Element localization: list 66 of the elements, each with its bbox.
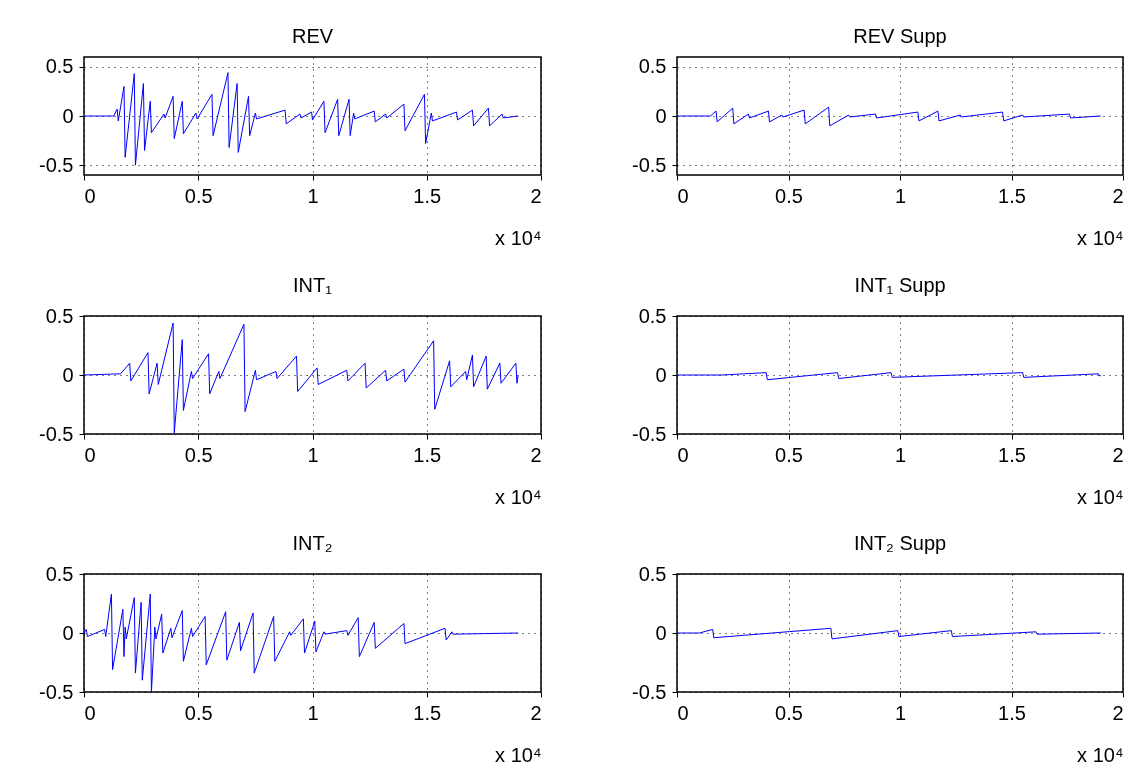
x-tick-label: 0: [677, 443, 689, 466]
chart-title: INT₂: [292, 532, 333, 554]
x-tick-label: 2: [1112, 701, 1124, 724]
x-axis-title: x 10⁴: [1077, 226, 1124, 249]
y-tick-label: 0.5: [638, 304, 667, 327]
chart-title: INT₁ Supp: [854, 274, 946, 296]
x-tick-label: 0.5: [775, 184, 803, 207]
x-axis-title: x 10⁴: [495, 743, 542, 766]
y-tick-label: -0.5: [632, 153, 667, 176]
x-tick-label: 0.5: [775, 701, 803, 724]
x-tick-label: 1: [894, 184, 907, 207]
x-tick-label: 1.5: [998, 701, 1026, 724]
chart-title: REV: [291, 24, 334, 47]
y-tick-label: 0: [62, 621, 74, 644]
line-series: [677, 106, 1102, 127]
y-tick-label: 0.5: [638, 562, 667, 585]
line-series: [677, 627, 1102, 640]
y-tick-label: -0.5: [632, 422, 667, 445]
y-tick-label: -0.5: [39, 153, 74, 176]
x-tick-label: 2: [530, 184, 542, 207]
y-tick-label: 0: [655, 104, 667, 127]
x-tick-label: 2: [530, 701, 542, 724]
x-tick-label: 1.5: [413, 701, 442, 724]
y-tick-label: -0.5: [39, 680, 74, 703]
x-tick-label: 0: [677, 184, 689, 207]
y-tick-label: 0.5: [45, 55, 74, 78]
x-tick-label: 1.5: [413, 443, 442, 466]
x-axis-title: x 10⁴: [1077, 743, 1124, 766]
x-tick-label: 1: [307, 443, 319, 466]
y-tick-label: -0.5: [39, 422, 74, 445]
x-tick-label: 0: [84, 701, 96, 724]
line-series: [84, 593, 519, 692]
y-tick-label: 0: [655, 363, 667, 386]
line-series: [84, 322, 519, 434]
y-tick-label: 0.5: [45, 562, 74, 585]
x-tick-label: 1: [307, 184, 319, 207]
chart-title: INT₂ Supp: [853, 532, 947, 554]
x-tick-label: 1.5: [413, 184, 442, 207]
x-axis-title: x 10⁴: [1077, 485, 1124, 508]
x-tick-label: 2: [1112, 184, 1124, 207]
x-axis-title: x 10⁴: [495, 485, 542, 508]
x-tick-label: 1.5: [998, 443, 1026, 466]
x-axis-title: x 10⁴: [495, 226, 542, 249]
x-tick-label: 0.5: [184, 443, 213, 466]
y-tick-label: 0: [655, 621, 667, 644]
x-tick-label: 0: [84, 443, 96, 466]
x-tick-label: 1.5: [998, 184, 1026, 207]
x-tick-label: 0.5: [775, 443, 803, 466]
y-tick-label: 0: [62, 363, 74, 386]
x-tick-label: 1: [307, 701, 319, 724]
chart-title: INT₁: [293, 274, 333, 296]
x-tick-label: 0.5: [184, 701, 213, 724]
x-tick-label: 1: [894, 443, 907, 466]
chart-title: REV Supp: [853, 24, 947, 47]
y-tick-label: 0.5: [638, 55, 667, 78]
x-tick-label: 1: [894, 701, 907, 724]
x-tick-label: 2: [1112, 443, 1124, 466]
y-tick-label: 0.5: [45, 304, 74, 327]
x-tick-label: 2: [530, 443, 542, 466]
line-series: [84, 72, 519, 166]
y-tick-label: 0: [62, 104, 74, 127]
line-series: [677, 372, 1102, 381]
x-tick-label: 0: [677, 701, 689, 724]
x-tick-label: 0.5: [184, 184, 213, 207]
x-tick-label: 0: [84, 184, 96, 207]
y-tick-label: -0.5: [632, 680, 667, 703]
